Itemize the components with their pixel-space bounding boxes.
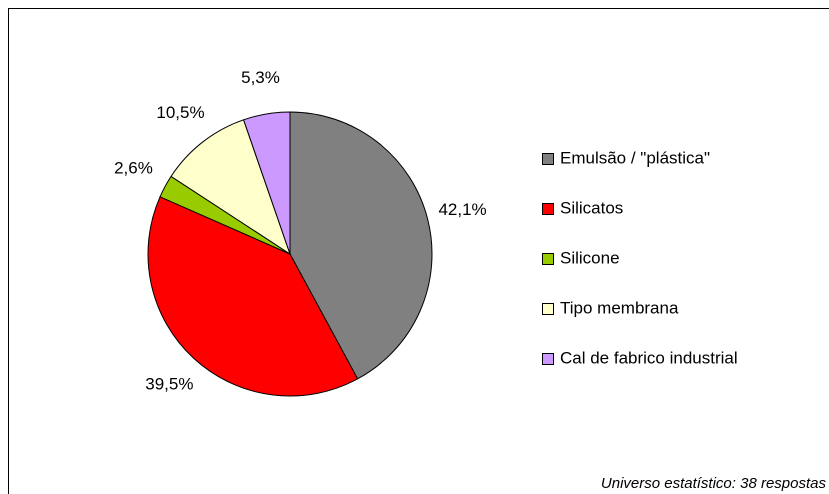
pie-slice [170,119,291,256]
data-label: 2,6% [114,159,153,178]
legend-label: Emulsão / "plástica" [560,148,710,167]
data-label: 39,5% [145,374,193,393]
legend-label: Silicatos [560,198,623,217]
annotation: Universo estatístico: 38 respostas [601,475,827,492]
legend-swatch [542,253,554,265]
legend-label: Silicone [560,248,620,267]
pie-slice [242,111,291,255]
pie-slice [147,196,359,397]
legend-swatch [542,153,554,165]
legend-label: Cal de fabrico industrial [560,348,738,367]
legend-label: Tipo membrana [560,298,679,317]
data-label: 42,1% [438,200,486,219]
pie-slice [289,111,433,380]
legend-swatch [542,303,554,315]
legend-swatch [542,203,554,215]
data-label: 5,3% [241,68,280,87]
data-label: 10,5% [156,103,204,122]
legend-swatch [542,353,554,365]
